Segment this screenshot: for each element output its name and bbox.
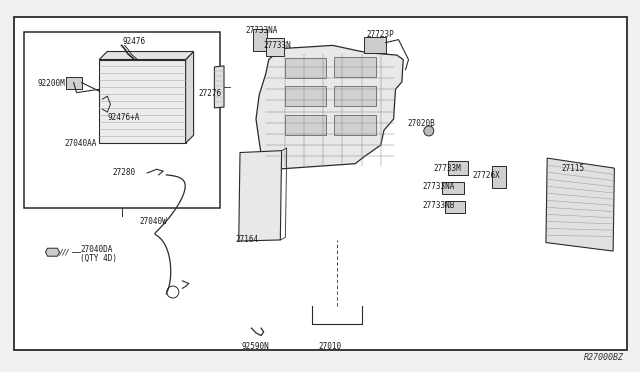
Bar bbox=[285, 58, 326, 78]
Text: 27733NB: 27733NB bbox=[422, 201, 455, 210]
Text: 92200M: 92200M bbox=[37, 79, 65, 88]
Polygon shape bbox=[99, 60, 186, 143]
Text: 27164: 27164 bbox=[236, 235, 259, 244]
Polygon shape bbox=[99, 51, 193, 60]
Bar bbox=[14, 17, 627, 350]
Bar bbox=[445, 201, 465, 213]
Text: 27020B: 27020B bbox=[408, 119, 435, 128]
Bar bbox=[253, 29, 267, 51]
Text: 27733M: 27733M bbox=[434, 164, 461, 173]
Text: 27115: 27115 bbox=[562, 164, 585, 173]
Text: 27733N: 27733N bbox=[264, 41, 291, 50]
Polygon shape bbox=[256, 45, 403, 169]
Text: 92476: 92476 bbox=[123, 37, 146, 46]
Circle shape bbox=[424, 126, 434, 136]
Text: 27733NA: 27733NA bbox=[245, 26, 278, 35]
Bar bbox=[448, 161, 468, 175]
Text: R27000BZ: R27000BZ bbox=[584, 353, 624, 362]
Bar bbox=[492, 166, 506, 188]
Text: 27726X: 27726X bbox=[472, 171, 500, 180]
Bar bbox=[334, 115, 376, 135]
Text: (QTY 4D): (QTY 4D) bbox=[80, 254, 117, 263]
Polygon shape bbox=[45, 248, 60, 256]
Text: 27733NA: 27733NA bbox=[422, 182, 455, 191]
Bar bbox=[334, 57, 376, 77]
Bar bbox=[334, 86, 376, 106]
Bar bbox=[285, 86, 326, 106]
Polygon shape bbox=[186, 51, 193, 143]
Polygon shape bbox=[546, 158, 614, 251]
Text: 27040W: 27040W bbox=[140, 217, 167, 226]
Polygon shape bbox=[239, 151, 282, 241]
Text: 27280: 27280 bbox=[112, 169, 135, 177]
Bar bbox=[442, 182, 463, 194]
Text: 27276: 27276 bbox=[198, 89, 221, 98]
Bar bbox=[24, 32, 220, 208]
Text: 92476+A: 92476+A bbox=[108, 113, 140, 122]
Bar bbox=[285, 115, 326, 135]
Polygon shape bbox=[214, 66, 224, 108]
Text: 27723P: 27723P bbox=[367, 30, 394, 39]
Text: 92590N: 92590N bbox=[242, 342, 269, 351]
Text: 27010: 27010 bbox=[319, 342, 342, 351]
Bar bbox=[266, 38, 284, 56]
Bar bbox=[364, 36, 385, 53]
Text: 27040AA: 27040AA bbox=[64, 139, 97, 148]
Text: 27040DA: 27040DA bbox=[80, 245, 113, 254]
Bar bbox=[66, 77, 82, 89]
